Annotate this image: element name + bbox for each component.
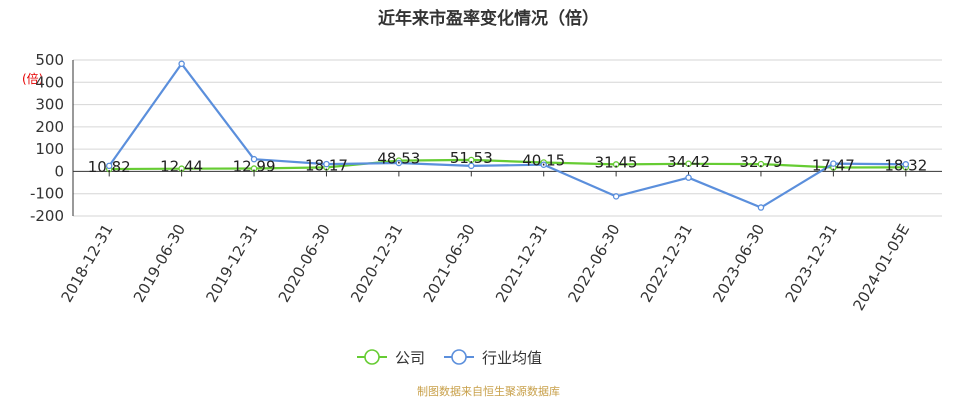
x-tick-label: 2019-06-30 — [130, 221, 189, 306]
data-label: 51.53 — [450, 149, 493, 167]
company-point — [685, 160, 692, 168]
industry-point — [105, 162, 113, 170]
x-tick-label: 2020-06-30 — [275, 221, 334, 306]
x-tick-label: 2018-12-31 — [57, 221, 116, 306]
company-point — [468, 156, 475, 164]
data-label: 40.15 — [522, 151, 565, 169]
company-point — [757, 160, 765, 168]
y-tick-label: 100 — [35, 140, 64, 158]
y-tick-label: 300 — [35, 96, 64, 114]
data-label: 32.79 — [739, 153, 782, 171]
industry-point — [685, 174, 692, 181]
data-label: 18.17 — [305, 156, 348, 174]
x-tick-label: 2022-12-31 — [637, 221, 696, 306]
industry-point — [540, 161, 547, 168]
source-note: 制图数据来自恒生聚源数据库 — [417, 385, 560, 398]
y-tick-label: 200 — [35, 118, 64, 136]
x-tick-label: 2022-06-30 — [564, 221, 623, 306]
industry-series-line — [108, 62, 906, 209]
industry-point — [612, 193, 620, 200]
industry-point — [323, 160, 330, 168]
data-label: 17.47 — [812, 157, 855, 175]
data-label: 34.42 — [667, 153, 710, 171]
industry-point — [178, 60, 185, 68]
x-tick-label: 2019-12-31 — [202, 221, 261, 306]
legend-industry-label: 行业均值 — [482, 349, 542, 367]
legend-company-marker — [364, 349, 380, 365]
x-tick-label: 2021-12-31 — [492, 221, 551, 306]
x-tick-label: 2020-12-31 — [347, 221, 406, 306]
industry-point — [468, 162, 475, 170]
industry-point — [250, 155, 258, 163]
x-tick-label: 2023-12-31 — [782, 221, 841, 306]
x-tick-label: 2024-01-05E — [849, 221, 913, 314]
y-tick-label: 400 — [35, 73, 64, 91]
company-series-line — [109, 158, 906, 171]
industry-point — [902, 161, 910, 168]
data-label: 18.32 — [884, 156, 927, 174]
industry-point — [395, 159, 403, 167]
legend-company-label: 公司 — [395, 349, 425, 367]
industry-point — [757, 204, 765, 211]
y-tick-label: -200 — [30, 207, 64, 225]
y-tick-label: 0 — [54, 162, 64, 180]
x-tick-label: 2023-06-30 — [709, 221, 768, 306]
industry-point — [830, 160, 837, 167]
company-point — [250, 165, 258, 172]
legend-industry-marker — [451, 349, 467, 365]
y-tick-label: -100 — [30, 185, 64, 203]
data-label: 31.45 — [595, 153, 638, 171]
y-tick-label: 500 — [35, 51, 64, 69]
x-tick-label: 2021-06-30 — [420, 221, 479, 306]
company-point — [178, 165, 185, 172]
data-label: 10.82 — [88, 158, 131, 176]
company-point — [612, 161, 620, 168]
data-label: 12.99 — [233, 158, 276, 176]
data-label: 48.53 — [377, 150, 420, 168]
chart-title: 近年来市盈率变化情况（倍） — [378, 9, 599, 29]
data-label: 12.44 — [160, 158, 203, 176]
